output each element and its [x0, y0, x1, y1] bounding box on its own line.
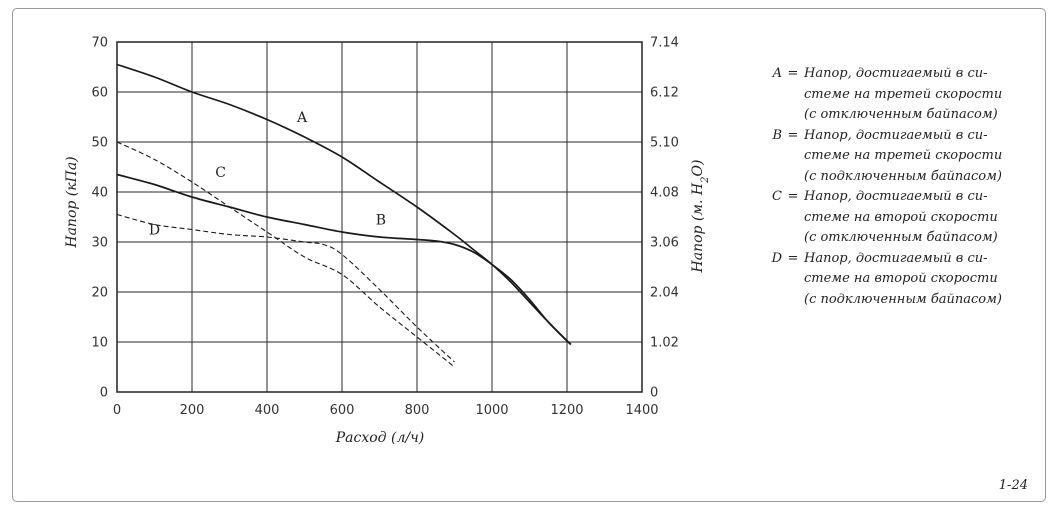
y-left-tick-label: 30: [91, 236, 108, 251]
x-tick-label: 200: [180, 403, 205, 418]
y-axis-left-title: Напор (кПа): [64, 156, 80, 248]
legend-description-line: Напор, достигаемый в си-: [804, 189, 988, 204]
legend-description-line: (с подключенным байпасом): [804, 168, 1002, 184]
legend-item-d: D = Напор, достигаемый в си-стеме на второ…: [766, 249, 1041, 311]
y-left-tick-label: 50: [91, 136, 108, 151]
legend-item-a: A = Напор, достигаемый в си-стеме на трете…: [766, 64, 1041, 126]
plot-area: [116, 41, 643, 393]
curve-b: [116, 173, 572, 346]
y-left-tick-label: 60: [91, 86, 108, 101]
y-left-tick-label: 70: [91, 36, 108, 51]
y-axis-right-title: Напор (м. H2O): [690, 160, 711, 274]
y-right-tick-label: 6.12: [650, 86, 679, 101]
curve-d: [116, 213, 455, 363]
x-tick-label: 1200: [550, 403, 583, 418]
y-right-tick-label: 4.08: [650, 186, 679, 201]
legend-key: D: [771, 250, 782, 266]
figure-frame: [12, 8, 1046, 502]
y-right-tick-label: 5.10: [650, 136, 679, 151]
legend-key: B: [772, 127, 782, 143]
curves: A B C D: [116, 63, 572, 368]
y-right-tick-label: 2.04: [650, 286, 679, 301]
plot-border: [116, 41, 643, 393]
y-right-title-sub: 2: [700, 176, 711, 183]
x-tick-label: 800: [405, 403, 430, 418]
legend-description: Напор, достигаемый в си-стеме на второй …: [804, 249, 1041, 311]
x-tick-label: 0: [113, 403, 121, 418]
curve-label-a: A: [296, 110, 308, 126]
legend-description-line: (с подключенным байпасом): [804, 291, 1002, 307]
x-tick-label: 600: [330, 403, 355, 418]
legend-description-line: (с отключенным байпасом): [804, 230, 998, 245]
curve-label-c: C: [215, 165, 226, 181]
legend: A = Напор, достигаемый в си-стеме на трете…: [766, 64, 1041, 310]
legend-description-line: стеме на третей скорости: [804, 86, 1003, 102]
legend-item-c: C = Напор, достигаемый в си-стеме на второ…: [766, 187, 1041, 249]
y-right-tick-label: 0: [650, 386, 658, 401]
legend-description-line: Напор, достигаемый в си-: [804, 250, 988, 266]
y-left-tick-label: 0: [100, 386, 108, 401]
y-left-tick-label: 40: [91, 186, 108, 201]
legend-equals: =: [787, 66, 799, 81]
legend-description-line: стеме на третей скорости: [804, 148, 1003, 163]
curve-a: [116, 63, 572, 346]
y-right-tick-label: 1.02: [650, 336, 679, 351]
legend-description: Напор, достигаемый в си-стеме на третей …: [804, 126, 1041, 188]
figure-number: 1-24: [998, 478, 1028, 493]
y-left-tick-label: 10: [91, 336, 108, 351]
curve-label-b: B: [376, 213, 386, 229]
legend-key: A: [772, 66, 782, 81]
y-right-tick-labels: 0 1.02 2.04 3.06 4.08 5.10 6.12 7.14: [650, 36, 679, 401]
legend-description-line: Напор, достигаемый в си-: [804, 66, 988, 81]
y-right-tick-label: 7.14: [650, 36, 679, 51]
x-tick-label: 1000: [475, 403, 508, 418]
legend-description-line: стеме на второй скорости: [804, 209, 998, 225]
x-tick-label: 1400: [625, 403, 658, 418]
curve-c: [116, 141, 455, 368]
y-left-tick-label: 20: [91, 286, 108, 301]
y-right-title-end: O): [690, 160, 706, 177]
legend-description: Напор, достигаемый в си-стеме на третей …: [804, 64, 1041, 126]
legend-description-line: стеме на второй скорости: [804, 271, 998, 286]
legend-description-line: Напор, достигаемый в си-: [804, 127, 988, 143]
legend-equals: =: [787, 127, 799, 143]
legend-equals: =: [787, 189, 799, 204]
legend-key: C: [772, 189, 782, 204]
y-right-title-main: Напор (м. H: [690, 182, 706, 273]
legend-equals: =: [787, 250, 799, 266]
x-tick-labels: 0 200 400 600 800 1000 1200 1400: [113, 403, 659, 418]
y-left-tick-labels: 0 10 20 30 40 50 60 70: [91, 36, 108, 401]
y-right-tick-label: 3.06: [650, 236, 679, 251]
legend-description: Напор, достигаемый в си-стеме на второй …: [804, 187, 1041, 249]
legend-item-b: B = Напор, достигаемый в си-стеме на трете…: [766, 126, 1041, 188]
legend-description-line: (с отключенным байпасом): [804, 107, 998, 122]
curve-label-d: D: [149, 223, 160, 239]
x-axis-title: Расход (л/ч): [335, 430, 425, 446]
x-tick-label: 400: [255, 403, 280, 418]
